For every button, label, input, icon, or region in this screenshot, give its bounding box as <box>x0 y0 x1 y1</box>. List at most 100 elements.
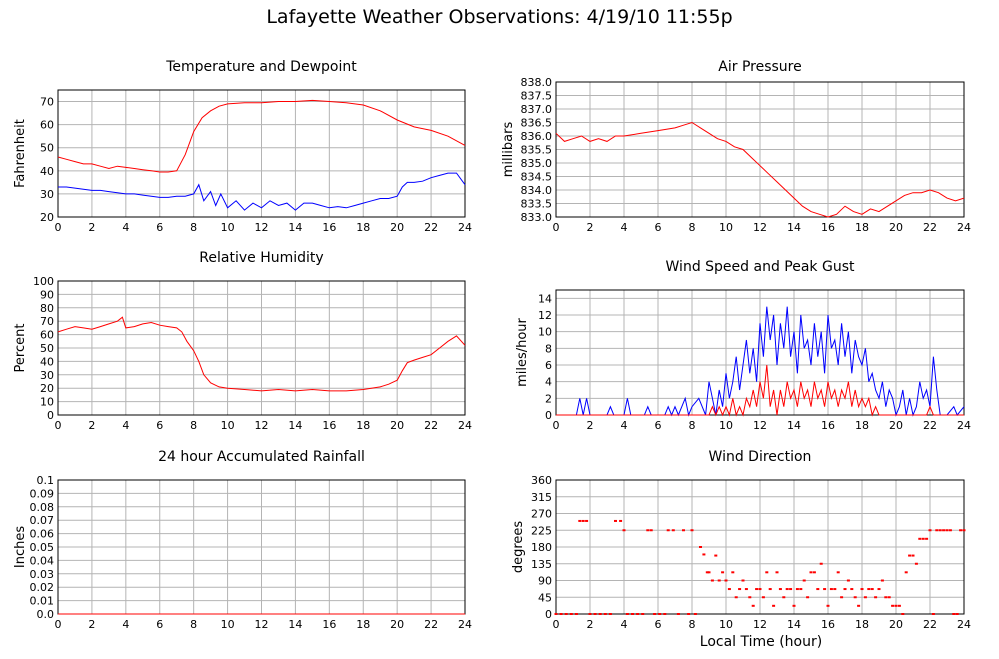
wind-direction-point <box>925 537 929 540</box>
y-tick-label: 6 <box>545 359 552 372</box>
x-tick-label: 2 <box>587 419 594 432</box>
wind-direction-point <box>569 613 573 615</box>
wind-direction-point <box>795 588 799 591</box>
x-tick-label: 16 <box>322 618 336 631</box>
wind-direction-point <box>727 588 731 591</box>
wind-direction-point <box>833 588 837 591</box>
y-tick-label: 90 <box>538 575 552 588</box>
y-tick-label: 0 <box>47 409 54 422</box>
x-tick-label: 16 <box>821 618 835 631</box>
wind-direction-point <box>782 596 786 599</box>
x-tick-label: 8 <box>689 221 696 234</box>
y-tick-label: 45 <box>538 591 552 604</box>
wind-direction-point <box>699 546 702 548</box>
y-tick-label: 60 <box>40 119 54 132</box>
x-tick-label: 14 <box>787 618 801 631</box>
series-line-0 <box>57 99 466 173</box>
y-axis-label: millibars <box>501 122 516 178</box>
wind-direction-point <box>636 613 640 615</box>
x-tick-label: 10 <box>719 221 733 234</box>
y-tick-label: 0.03 <box>30 568 55 581</box>
wind-direction-point <box>731 571 735 574</box>
wind-direction-point <box>891 604 895 607</box>
x-tick-label: 12 <box>753 221 767 234</box>
x-tick-label: 2 <box>88 419 95 432</box>
x-tick-label: 12 <box>255 419 269 432</box>
y-tick-label: 0.08 <box>30 501 55 514</box>
wind-direction-point <box>588 613 592 615</box>
wind-direction-point <box>959 529 963 532</box>
wind-direction-point <box>585 519 589 522</box>
y-tick-label: 0.02 <box>30 581 55 594</box>
y-tick-label: 0.04 <box>30 554 55 567</box>
wind-direction-point <box>676 613 680 615</box>
x-tick-label: 14 <box>288 419 302 432</box>
wind-direction-point <box>717 579 721 582</box>
wind-direction-point <box>901 613 905 615</box>
x-tick-label: 24 <box>458 618 472 631</box>
x-tick-label: 18 <box>356 419 370 432</box>
wind-direction-point <box>931 613 935 615</box>
y-tick-label: 315 <box>531 491 552 504</box>
wind-direction-point <box>646 529 650 532</box>
wind-direction-point <box>666 529 670 532</box>
wind-direction-point <box>942 529 946 532</box>
y-tick-label: 0.1 <box>37 474 55 487</box>
wind-direction-point <box>952 613 956 615</box>
y-tick-label: 0.09 <box>30 487 55 500</box>
series-line-0 <box>57 316 466 392</box>
y-tick-label: 836.5 <box>521 117 553 130</box>
wind-direction-point <box>614 519 617 522</box>
wind-direction-point <box>799 588 803 591</box>
wind-direction-point <box>625 613 629 615</box>
y-tick-label: 0.07 <box>30 514 55 527</box>
wind-direction-point <box>641 613 645 615</box>
y-axis-label: miles/hour <box>515 317 530 386</box>
y-tick-label: 20 <box>40 382 54 395</box>
x-tick-label: 24 <box>957 221 971 234</box>
series-line-0 <box>556 306 965 417</box>
wind-direction-point <box>884 596 888 599</box>
y-tick-label: 0.06 <box>30 528 55 541</box>
chart-title: Temperature and Dewpoint <box>165 59 357 75</box>
y-axis-label: Percent <box>13 324 28 373</box>
x-tick-label: 14 <box>787 419 801 432</box>
wind-direction-point <box>721 571 725 574</box>
x-tick-label: 18 <box>855 221 869 234</box>
wind-direction-point <box>938 529 942 532</box>
y-tick-label: 60 <box>40 329 54 342</box>
x-tick-label: 2 <box>88 221 95 234</box>
chart-title: 24 hour Accumulated Rainfall <box>158 449 365 465</box>
wind-direction-point <box>653 613 657 615</box>
x-tick-label: 2 <box>88 618 95 631</box>
wind-direction-point <box>894 604 898 607</box>
page-title: Lafayette Weather Observations: 4/19/10 … <box>266 6 733 28</box>
x-tick-label: 6 <box>156 419 163 432</box>
x-tick-label: 0 <box>553 618 560 631</box>
x-tick-label: 18 <box>855 419 869 432</box>
wind-direction-point <box>819 562 823 565</box>
y-tick-label: 225 <box>531 524 552 537</box>
wind-direction-point <box>748 596 752 599</box>
wind-direction-point <box>918 537 922 540</box>
x-tick-label: 22 <box>923 221 937 234</box>
wind-direction-point <box>724 579 728 582</box>
chart-title: Relative Humidity <box>199 250 323 266</box>
y-tick-label: 837.0 <box>521 103 553 116</box>
x-tick-label: 14 <box>288 221 302 234</box>
y-tick-label: 14 <box>538 292 552 305</box>
wind-direction-point <box>741 579 745 582</box>
plot-frame <box>555 289 965 416</box>
wind-direction-point <box>581 519 585 522</box>
x-tick-label: 10 <box>221 618 235 631</box>
wind-direction-point <box>860 588 864 591</box>
wind-direction-point <box>578 519 582 522</box>
wind-direction-point <box>710 579 714 582</box>
x-tick-label: 24 <box>458 221 472 234</box>
y-tick-label: 30 <box>40 188 54 201</box>
y-tick-label: 834.0 <box>521 184 553 197</box>
wind-direction-point <box>663 613 667 615</box>
wind-direction-point <box>935 529 939 532</box>
wind-direction-point <box>863 596 867 599</box>
